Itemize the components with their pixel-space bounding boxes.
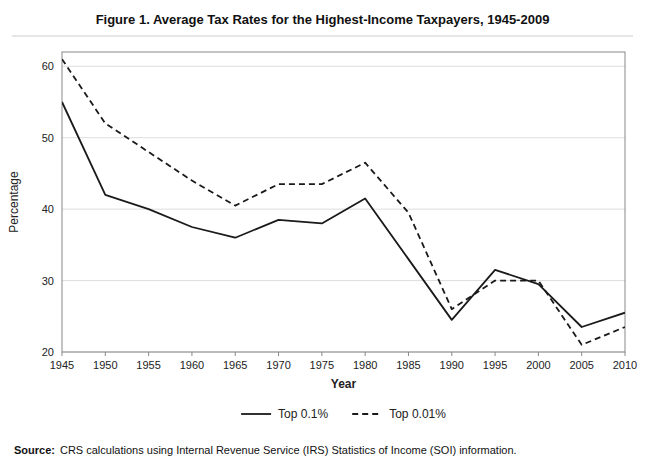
x-tick [625, 352, 626, 356]
x-tick [495, 352, 496, 356]
grid-line [62, 66, 625, 67]
x-tick [191, 352, 192, 356]
legend: Top 0.1% Top 0.01% [241, 407, 446, 421]
y-tick-label: 40 [42, 203, 54, 215]
grid-line [62, 280, 625, 281]
x-tick [278, 352, 279, 356]
legend-item: Top 0.01% [352, 407, 446, 421]
grid-line [62, 137, 625, 138]
x-tick-label: 1970 [266, 359, 290, 371]
source: Source: CRS calculations using Internal R… [14, 444, 517, 456]
x-tick [581, 352, 582, 356]
x-tick-label: 1960 [180, 359, 204, 371]
x-tick [148, 352, 149, 356]
y-tick-label: 60 [42, 60, 54, 72]
x-tick [321, 352, 322, 356]
x-tick-label: 1980 [353, 359, 377, 371]
source-text: CRS calculations using Internal Revenue … [60, 444, 517, 456]
x-tick [62, 352, 63, 356]
y-axis-label: Percentage [7, 171, 21, 233]
x-tick-label: 1965 [223, 359, 247, 371]
x-tick [538, 352, 539, 356]
legend-swatch [352, 413, 382, 415]
legend-swatch [241, 413, 271, 415]
series-lines [62, 59, 625, 345]
x-tick-label: 1995 [483, 359, 507, 371]
x-tick-label: 1955 [136, 359, 160, 371]
x-tick [105, 352, 106, 356]
series-line [62, 102, 625, 327]
x-tick-label: 2000 [526, 359, 550, 371]
y-tick-label: 50 [42, 132, 54, 144]
x-tick-label: 1975 [310, 359, 334, 371]
x-tick [365, 352, 366, 356]
title: Figure 1. Average Tax Rates for the High… [96, 12, 550, 27]
y-tick-label: 20 [42, 346, 54, 358]
x-tick-label: 2010 [613, 359, 637, 371]
x-tick-label: 2005 [569, 359, 593, 371]
legend-item: Top 0.1% [241, 407, 328, 421]
source-label: Source: [14, 444, 55, 456]
x-tick-label: 1950 [93, 359, 117, 371]
grid [62, 66, 625, 352]
legend-label: Top 0.01% [389, 407, 446, 421]
legend-label: Top 0.1% [278, 407, 328, 421]
x-tick-label: 1985 [396, 359, 420, 371]
x-tick [451, 352, 452, 356]
series-line [62, 59, 625, 345]
title-rule [12, 36, 633, 37]
plot-frame [62, 52, 625, 352]
y-tick-label: 30 [42, 275, 54, 287]
x-tick-label: 1990 [440, 359, 464, 371]
x-axis-label: Year [331, 377, 357, 391]
x-tick [235, 352, 236, 356]
axes: 20 30 40 50 60 1945 1950 1955 1960 1965 1970 1975 19… [42, 52, 637, 371]
chart: Figure 1. Average Tax Rates for the High… [0, 0, 645, 468]
x-tick-label: 1945 [50, 359, 74, 371]
x-tick [408, 352, 409, 356]
